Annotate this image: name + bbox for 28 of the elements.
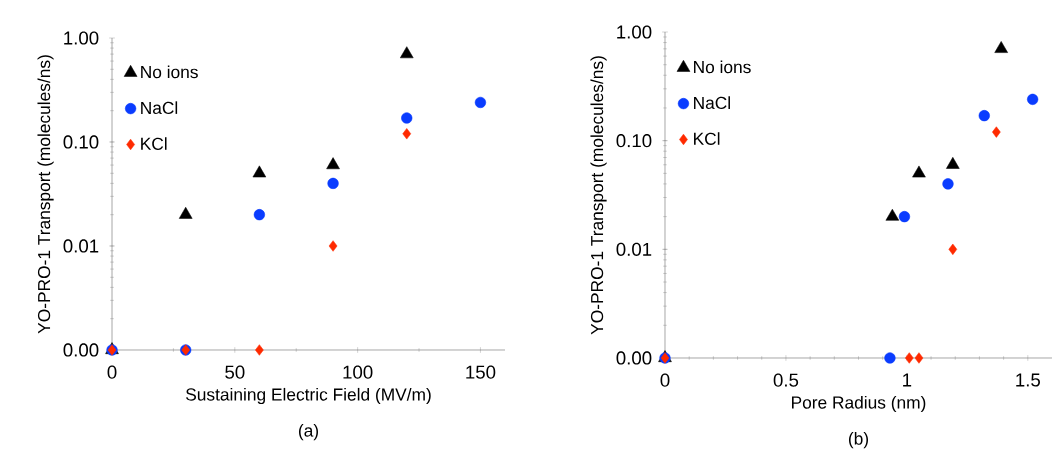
x-axis-title: Pore Radius (nm) xyxy=(792,395,926,413)
y-tick-label: 0.10 xyxy=(616,134,652,148)
text: (b) xyxy=(848,432,869,449)
x-tick-label: 150 xyxy=(466,365,496,379)
y-tick-label: 1.00 xyxy=(617,25,652,39)
y-tick-label: 0.01 xyxy=(63,239,99,253)
x-tick-label: 1.5 xyxy=(1016,373,1040,387)
y-tick-label: 0.00 xyxy=(616,351,652,365)
x-tick-label: 0 xyxy=(660,373,670,387)
x-tick-label: 1 xyxy=(903,373,912,387)
x-axis-title: Sustaining Electric Field (MV/m) xyxy=(186,387,431,405)
y-axis-title: YO-PRO-1 Transport (molecules/ns) xyxy=(37,55,54,334)
y-tick-label: 1.00 xyxy=(64,31,99,45)
legend-label: NaCl xyxy=(694,96,730,110)
legend-label: KCl xyxy=(141,137,167,150)
y-axis-title: YO-PRO-1 Transport (molecules/ns) xyxy=(590,56,607,335)
y-tick-label: 0.01 xyxy=(616,242,652,256)
x-tick-label: 0.5 xyxy=(773,373,799,387)
y-tick-label: 0.10 xyxy=(63,135,99,149)
x-tick-label: 100 xyxy=(343,365,373,379)
legend-label: NaCl xyxy=(141,101,178,115)
x-tick-label: 0 xyxy=(107,365,117,379)
y-tick-label: 0.00 xyxy=(63,343,99,357)
legend-label: No ions xyxy=(141,65,198,79)
legend-label: KCl xyxy=(694,132,720,145)
x-tick-label: 50 xyxy=(225,365,245,379)
text: (a) xyxy=(298,424,319,441)
legend-label: No ions xyxy=(694,60,751,74)
